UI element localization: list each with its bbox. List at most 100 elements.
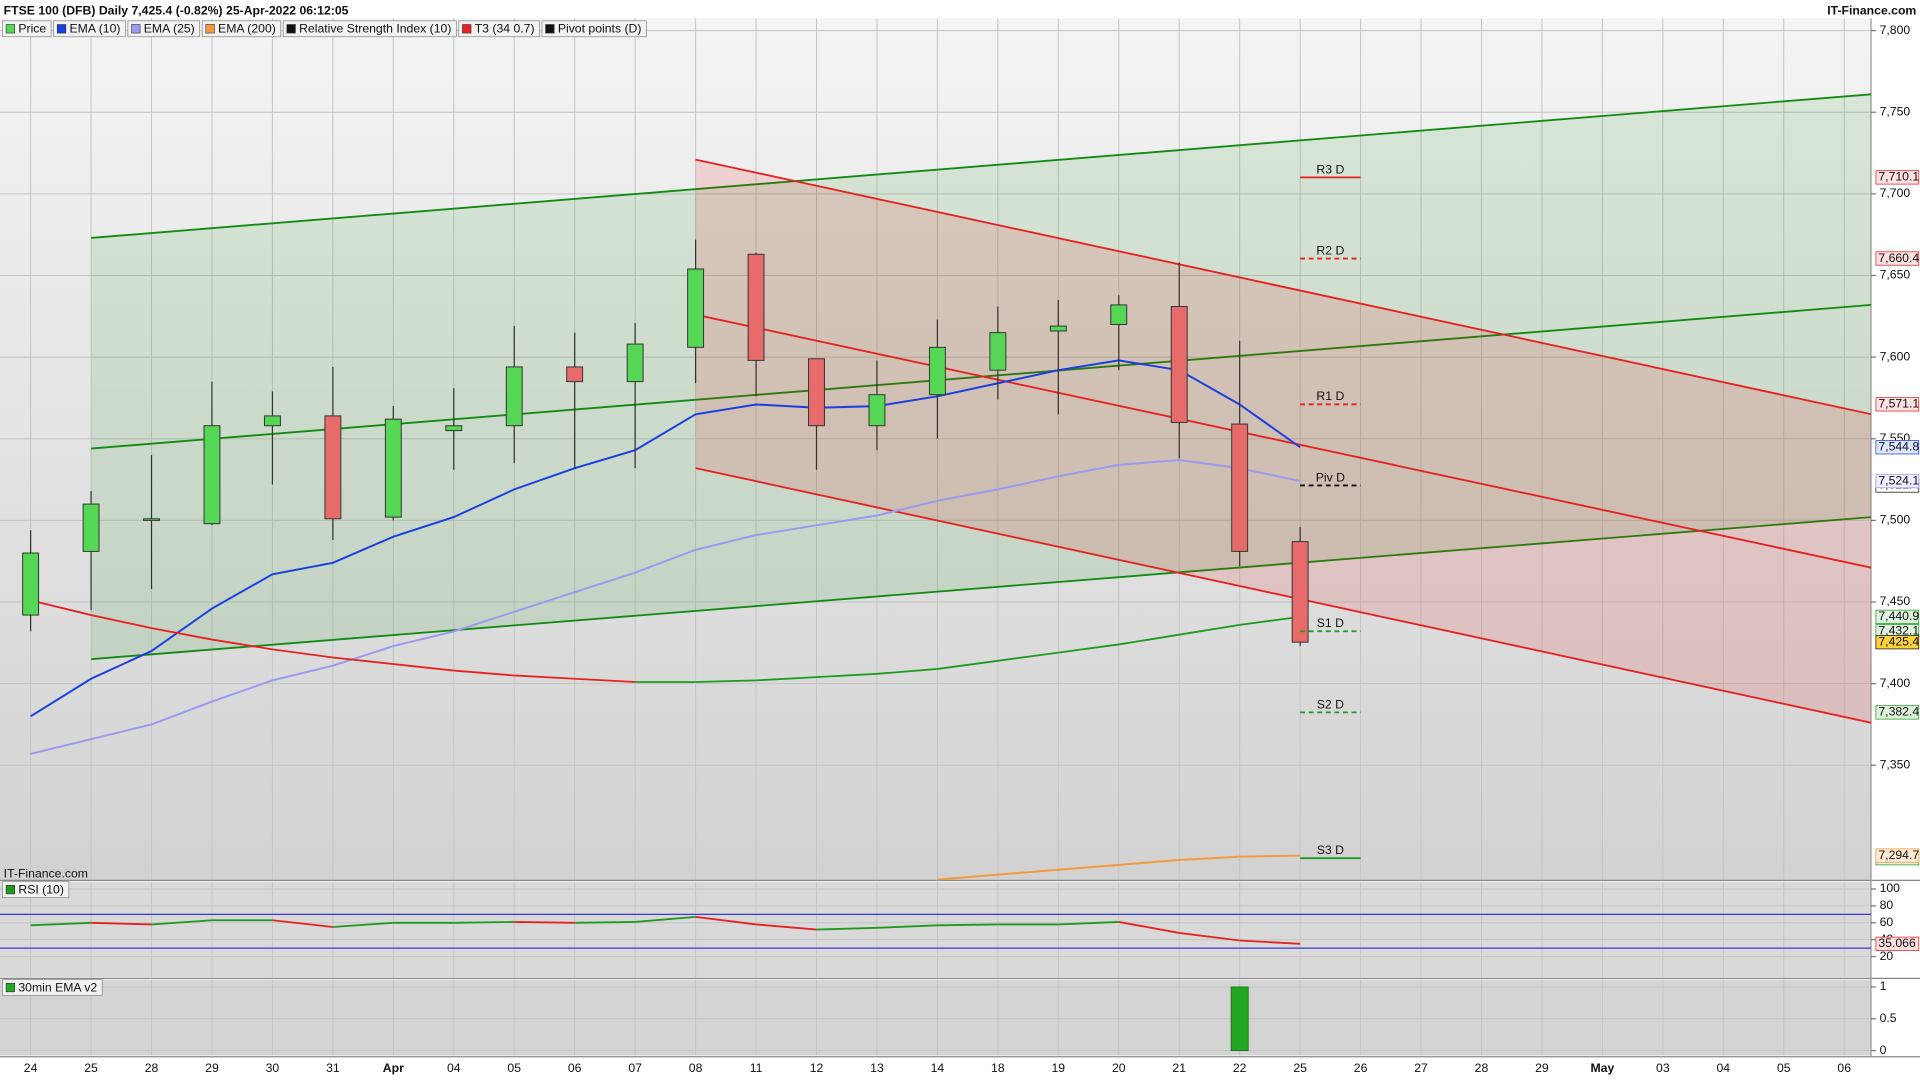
legend-swatch [5, 885, 15, 895]
y-tick-label: 20 [1880, 949, 1894, 963]
x-tick-label: 29 [205, 1061, 219, 1075]
x-tick-label: 25 [84, 1061, 98, 1075]
legend-item [2, 979, 103, 996]
line-segment [1239, 939, 1301, 945]
y-tick-label: 100 [1880, 881, 1901, 895]
price-tag-label: 7,544.8 [1878, 439, 1919, 453]
y-tick-label: 60 [1880, 915, 1894, 929]
line-segment [816, 926, 877, 931]
price-tag [1875, 440, 1920, 455]
line-segment [30, 921, 92, 927]
x-tick-label: 27 [1414, 1061, 1428, 1075]
channel-line [90, 93, 1872, 239]
line-segment [937, 923, 998, 927]
y-tick-label: 7,800 [1880, 23, 1911, 37]
ema-panel [0, 979, 1872, 1056]
y-tick-label: 7,650 [1880, 268, 1911, 282]
price-tag-label: 7,294.7 [1878, 848, 1919, 862]
y-tick-label: 7,600 [1880, 349, 1911, 363]
x-tick-label: 30 [266, 1061, 280, 1075]
candle-body [384, 418, 402, 518]
price-tag [1875, 848, 1920, 863]
channel-line [695, 313, 1872, 569]
source: IT-Finance.com [1827, 3, 1916, 17]
legend-label: EMA (200) [218, 22, 276, 36]
candle-body [928, 346, 946, 396]
pivot-label: Piv D [1316, 470, 1345, 484]
x-tick-label: 08 [689, 1061, 703, 1075]
line-segment [151, 627, 213, 641]
line-segment [1118, 921, 1180, 934]
line-segment [695, 915, 757, 926]
y-tick-label: 0.5 [1880, 1011, 1897, 1025]
x-tick-label: 31 [326, 1061, 340, 1075]
rsi-panel [0, 881, 1872, 978]
candle-body [747, 253, 765, 361]
x-tick-label: 06 [568, 1061, 582, 1075]
x-tick-label: 05 [507, 1061, 521, 1075]
line-segment [211, 638, 273, 651]
price-tag-label: 7,432.1 [1878, 623, 1919, 637]
line-segment [937, 659, 998, 670]
rsi-plot [0, 913, 1872, 949]
legend-swatch [545, 24, 555, 34]
candle-body [82, 503, 100, 552]
x-tick-label: 18 [991, 1061, 1005, 1075]
price-tag-label: 7,440.9 [1878, 609, 1919, 623]
pivot-label: S1 D [1317, 616, 1344, 630]
line [30, 458, 1301, 755]
line-segment [332, 656, 394, 665]
grid [0, 18, 1872, 1056]
line-segment [91, 921, 152, 926]
x-tick-label: 04 [1716, 1061, 1730, 1075]
price-tag [1875, 609, 1920, 624]
line-segment [1058, 921, 1119, 926]
axes: 24 25 28 29 30 31 Apr 04 05 06 07 08 11 12 13 14 18 19 20 2… [24, 23, 1911, 1075]
candle-body [626, 343, 644, 383]
legend-item [458, 20, 540, 38]
x-tick-label: 28 [145, 1061, 159, 1075]
candle-body [1291, 541, 1309, 643]
legend-swatch [286, 24, 296, 34]
legend-swatch [5, 982, 15, 993]
legend-item [201, 20, 282, 38]
legend-item [541, 20, 647, 38]
candle-body [1170, 306, 1188, 423]
x-tick-label: 13 [870, 1061, 884, 1075]
rsi-tag-label: 35.066 [1878, 936, 1916, 950]
line-segment [151, 919, 213, 926]
legend-label: EMA (25) [144, 22, 195, 36]
line-segment [272, 648, 334, 659]
x-tick-label: 26 [1354, 1061, 1368, 1075]
candle-body [687, 268, 705, 348]
channel-line [695, 158, 1872, 416]
line-segment [453, 669, 515, 677]
legend-swatch [462, 24, 472, 34]
legend-item [127, 20, 201, 38]
price-tag [1875, 170, 1920, 185]
main-plot: R3 D R2 D R1 D Piv D S1 D S2 D S3 D [22, 93, 1872, 881]
line-segment [272, 919, 333, 928]
candle-body [868, 394, 886, 427]
y-tick-label: 7,750 [1880, 104, 1911, 118]
line-segment [1058, 643, 1119, 654]
line-segment [635, 915, 696, 923]
main-panel [0, 18, 1872, 881]
line-segment [876, 924, 938, 929]
x-tick-label: 20 [1112, 1061, 1126, 1075]
legend-item [2, 881, 70, 898]
price-tag [1875, 473, 1920, 489]
line-segment [453, 921, 515, 924]
price-tag-label: 7,710.1 [1878, 170, 1919, 184]
pivot-label: R2 D [1316, 243, 1344, 257]
legend-swatch [5, 24, 15, 34]
x-tick-label: 24 [24, 1061, 38, 1075]
y-tick-label: 7,700 [1880, 186, 1911, 200]
price-tag-label: 7,524.1 [1878, 473, 1919, 487]
price-tag-label: 7,660.4 [1878, 251, 1919, 265]
x-tick-label: 25 [1293, 1061, 1307, 1075]
line-segment [1239, 615, 1301, 626]
x-tick-label: May [1590, 1061, 1614, 1075]
candle-body [22, 552, 40, 616]
